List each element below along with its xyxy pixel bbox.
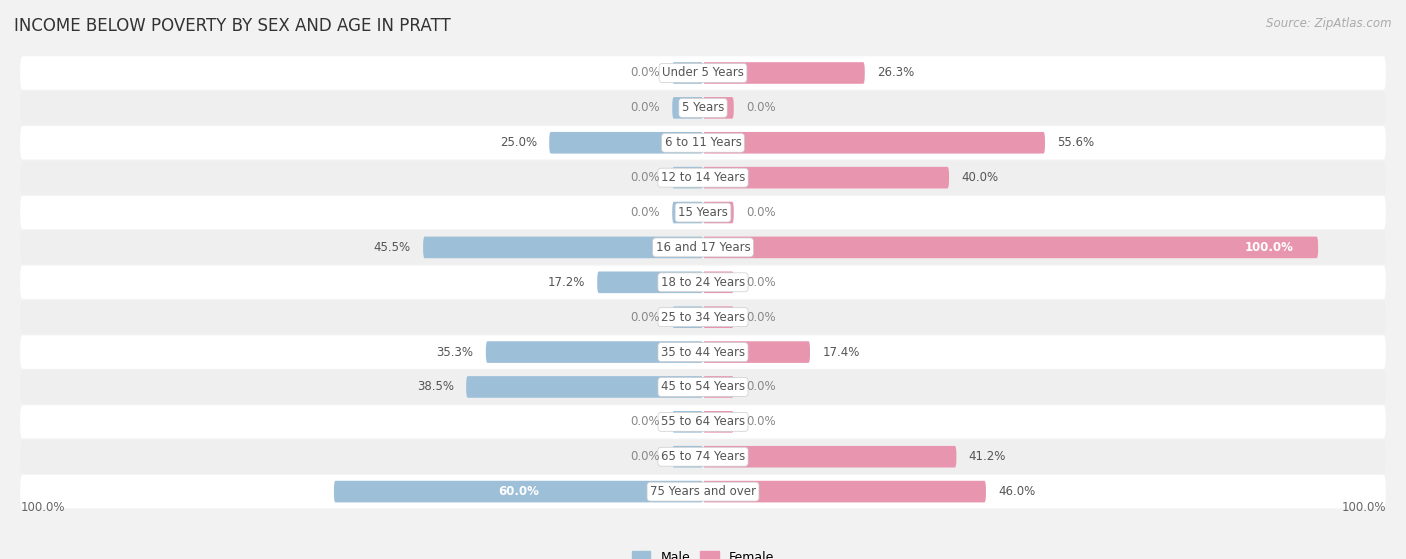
FancyBboxPatch shape: [550, 132, 703, 154]
Text: 45.5%: 45.5%: [374, 241, 411, 254]
FancyBboxPatch shape: [20, 475, 1386, 508]
FancyBboxPatch shape: [20, 91, 1386, 125]
FancyBboxPatch shape: [672, 446, 703, 467]
FancyBboxPatch shape: [20, 161, 1386, 195]
FancyBboxPatch shape: [703, 446, 956, 467]
Text: 100.0%: 100.0%: [1244, 241, 1294, 254]
Text: 0.0%: 0.0%: [630, 415, 659, 428]
Text: 60.0%: 60.0%: [498, 485, 538, 498]
Text: 100.0%: 100.0%: [1341, 501, 1386, 514]
FancyBboxPatch shape: [335, 481, 703, 503]
FancyBboxPatch shape: [20, 266, 1386, 299]
Text: 16 and 17 Years: 16 and 17 Years: [655, 241, 751, 254]
Text: 0.0%: 0.0%: [630, 171, 659, 184]
Text: 0.0%: 0.0%: [630, 450, 659, 463]
Text: 0.0%: 0.0%: [630, 206, 659, 219]
Text: 18 to 24 Years: 18 to 24 Years: [661, 276, 745, 289]
Text: 17.4%: 17.4%: [823, 345, 859, 358]
FancyBboxPatch shape: [703, 132, 1045, 154]
FancyBboxPatch shape: [20, 196, 1386, 229]
FancyBboxPatch shape: [20, 370, 1386, 404]
Text: INCOME BELOW POVERTY BY SEX AND AGE IN PRATT: INCOME BELOW POVERTY BY SEX AND AGE IN P…: [14, 17, 451, 35]
Text: 5 Years: 5 Years: [682, 101, 724, 115]
FancyBboxPatch shape: [598, 272, 703, 293]
FancyBboxPatch shape: [703, 97, 734, 119]
FancyBboxPatch shape: [703, 202, 734, 224]
FancyBboxPatch shape: [703, 167, 949, 188]
Text: 75 Years and over: 75 Years and over: [650, 485, 756, 498]
FancyBboxPatch shape: [486, 341, 703, 363]
Text: 45 to 54 Years: 45 to 54 Years: [661, 381, 745, 394]
Text: 0.0%: 0.0%: [747, 206, 776, 219]
Text: 41.2%: 41.2%: [969, 450, 1007, 463]
FancyBboxPatch shape: [467, 376, 703, 398]
Text: 25 to 34 Years: 25 to 34 Years: [661, 311, 745, 324]
FancyBboxPatch shape: [672, 62, 703, 84]
FancyBboxPatch shape: [703, 272, 734, 293]
FancyBboxPatch shape: [423, 236, 703, 258]
Text: 0.0%: 0.0%: [747, 311, 776, 324]
FancyBboxPatch shape: [703, 236, 1319, 258]
Text: 6 to 11 Years: 6 to 11 Years: [665, 136, 741, 149]
Text: 40.0%: 40.0%: [962, 171, 998, 184]
FancyBboxPatch shape: [20, 405, 1386, 439]
FancyBboxPatch shape: [672, 306, 703, 328]
Text: 0.0%: 0.0%: [630, 101, 659, 115]
Text: 0.0%: 0.0%: [747, 101, 776, 115]
Text: 46.0%: 46.0%: [998, 485, 1035, 498]
Text: Source: ZipAtlas.com: Source: ZipAtlas.com: [1267, 17, 1392, 30]
FancyBboxPatch shape: [20, 56, 1386, 90]
Text: 35 to 44 Years: 35 to 44 Years: [661, 345, 745, 358]
Text: 0.0%: 0.0%: [630, 67, 659, 79]
Text: 12 to 14 Years: 12 to 14 Years: [661, 171, 745, 184]
Text: 0.0%: 0.0%: [747, 415, 776, 428]
FancyBboxPatch shape: [672, 167, 703, 188]
FancyBboxPatch shape: [20, 126, 1386, 159]
Text: 0.0%: 0.0%: [747, 276, 776, 289]
Text: 55 to 64 Years: 55 to 64 Years: [661, 415, 745, 428]
Legend: Male, Female: Male, Female: [631, 551, 775, 559]
FancyBboxPatch shape: [20, 440, 1386, 473]
Text: 0.0%: 0.0%: [747, 381, 776, 394]
FancyBboxPatch shape: [20, 300, 1386, 334]
Text: 17.2%: 17.2%: [547, 276, 585, 289]
FancyBboxPatch shape: [703, 481, 986, 503]
Text: 25.0%: 25.0%: [499, 136, 537, 149]
FancyBboxPatch shape: [703, 306, 734, 328]
Text: 35.3%: 35.3%: [436, 345, 474, 358]
FancyBboxPatch shape: [20, 231, 1386, 264]
FancyBboxPatch shape: [672, 97, 703, 119]
FancyBboxPatch shape: [672, 411, 703, 433]
FancyBboxPatch shape: [672, 202, 703, 224]
Text: 26.3%: 26.3%: [877, 67, 914, 79]
Text: 65 to 74 Years: 65 to 74 Years: [661, 450, 745, 463]
FancyBboxPatch shape: [703, 376, 734, 398]
Text: Under 5 Years: Under 5 Years: [662, 67, 744, 79]
Text: 15 Years: 15 Years: [678, 206, 728, 219]
Text: 100.0%: 100.0%: [20, 501, 65, 514]
Text: 0.0%: 0.0%: [630, 311, 659, 324]
Text: 55.6%: 55.6%: [1057, 136, 1094, 149]
Text: 38.5%: 38.5%: [416, 381, 454, 394]
FancyBboxPatch shape: [20, 335, 1386, 369]
FancyBboxPatch shape: [703, 341, 810, 363]
FancyBboxPatch shape: [703, 411, 734, 433]
FancyBboxPatch shape: [703, 62, 865, 84]
